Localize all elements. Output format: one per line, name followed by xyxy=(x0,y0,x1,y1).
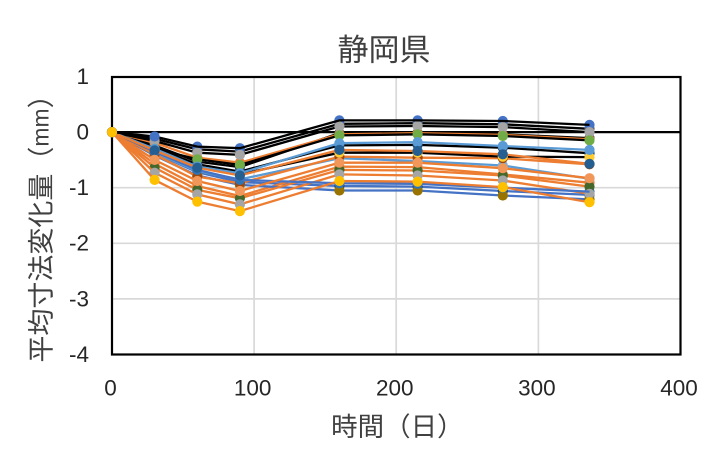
svg-text:200: 200 xyxy=(376,376,414,401)
svg-text:100: 100 xyxy=(234,376,272,401)
svg-text:0: 0 xyxy=(76,120,89,145)
svg-text:1: 1 xyxy=(76,64,89,89)
svg-text:400: 400 xyxy=(660,376,698,401)
svg-text:300: 300 xyxy=(518,376,556,401)
svg-text:0: 0 xyxy=(104,376,117,401)
svg-text:-2: -2 xyxy=(69,231,89,256)
svg-text:-1: -1 xyxy=(69,175,89,200)
svg-text:mm: mm xyxy=(27,108,53,146)
svg-text:-3: -3 xyxy=(69,286,89,311)
svg-text:-4: -4 xyxy=(69,342,89,367)
